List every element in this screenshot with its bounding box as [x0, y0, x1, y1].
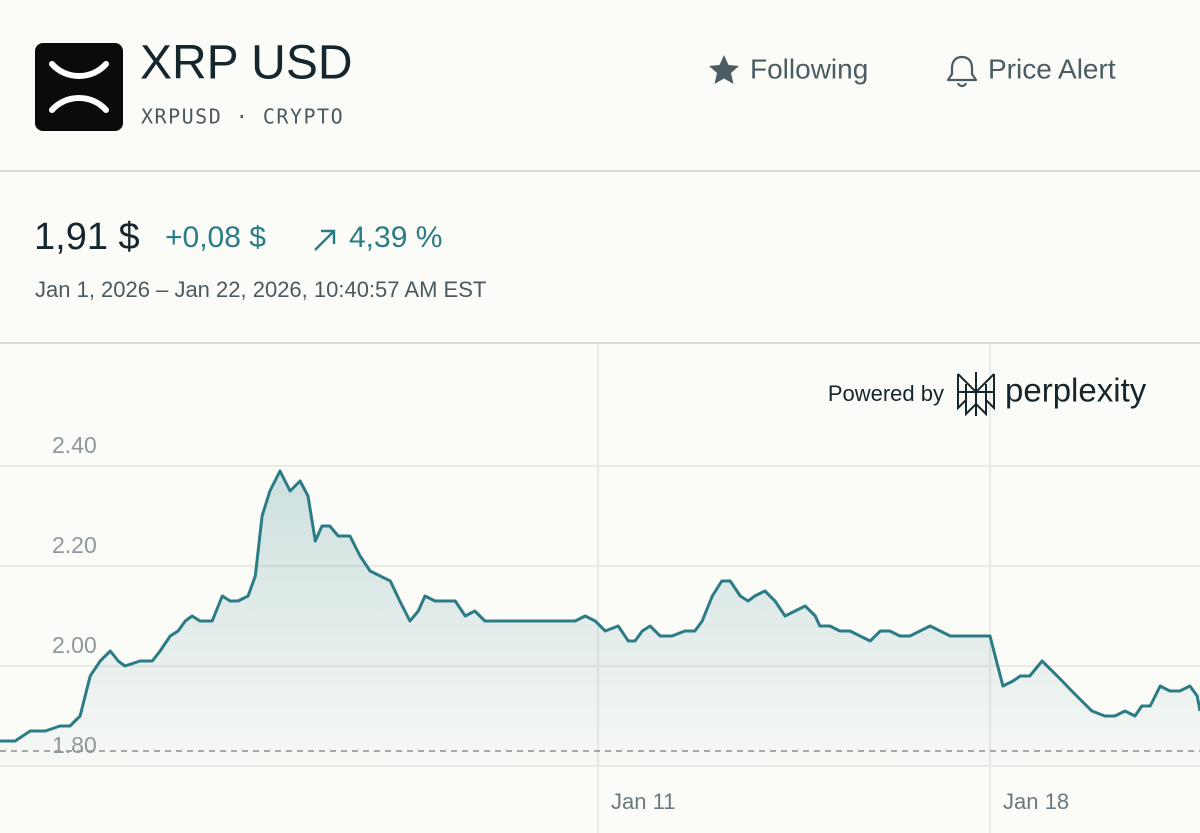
change: +0,08 $	[165, 221, 266, 254]
area-fill	[0, 471, 1200, 766]
price-alert-label: Price Alert	[988, 53, 1116, 84]
price: 1,91 $	[34, 216, 140, 258]
star-icon	[709, 55, 739, 84]
y-tick-label: 1.80	[52, 732, 97, 758]
change-percent: 4,39 %	[349, 221, 442, 254]
x-tick-label: Jan 18	[1003, 789, 1069, 814]
subtitle: XRPUSD · CRYPTO	[141, 105, 344, 129]
following-button[interactable]: Following	[709, 53, 868, 84]
quote: 1,91 $ +0,08 $ 4,39 % Jan 1, 2026 – Jan …	[0, 216, 1200, 344]
perplexity-logo	[957, 372, 995, 417]
price-alert-button[interactable]: Price Alert	[946, 53, 1116, 88]
attribution: Powered by perplexity	[828, 372, 1147, 417]
header: XRP USD XRPUSD · CRYPTO Following Price …	[0, 37, 1200, 172]
x-tick-label: Jan 11	[611, 789, 675, 814]
chart: Jan 11 Jan 18 1.80 2.00 2.20 2.40	[0, 343, 1200, 833]
y-tick-label: 2.20	[52, 532, 97, 558]
logo	[35, 43, 123, 131]
y-tick-label: 2.00	[52, 632, 97, 658]
following-label: Following	[750, 53, 868, 84]
bell-icon	[946, 55, 978, 88]
date-range: Jan 1, 2026 – Jan 22, 2026, 10:40:57 AM …	[35, 277, 486, 302]
perplexity-brand: perplexity	[1005, 372, 1147, 409]
title: XRP USD	[140, 37, 353, 90]
powered-by: Powered by	[828, 381, 944, 406]
logo-mark	[49, 61, 109, 113]
price-line	[0, 469, 1200, 743]
up-arrow	[314, 229, 336, 251]
y-tick-label: 2.40	[52, 432, 97, 458]
